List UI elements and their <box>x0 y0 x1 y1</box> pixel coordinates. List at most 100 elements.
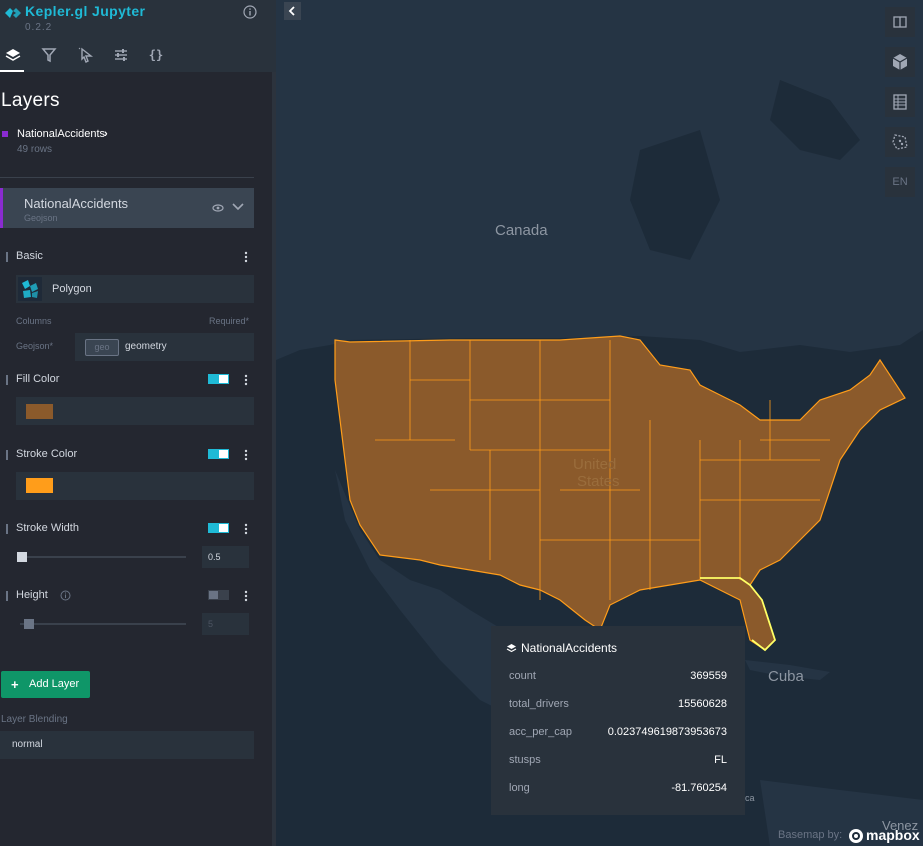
draw-polygon-button[interactable] <box>885 127 915 157</box>
mapbox-logo[interactable]: mapbox <box>848 827 920 845</box>
dataset-row-count: 49 rows <box>17 144 53 155</box>
collapse-panel-button[interactable] <box>284 2 301 20</box>
layer-blending-select[interactable]: normal <box>0 731 254 759</box>
side-panel: Kepler.gl Jupyter 0.2.2 {} <box>0 0 276 846</box>
section-marker <box>6 591 8 601</box>
stroke-width-slider-track[interactable] <box>20 556 186 558</box>
height-slider-track[interactable] <box>20 623 186 625</box>
tooltip-title: NationalAccidents <box>521 641 618 655</box>
section-marker <box>6 375 8 385</box>
required-label: Required* <box>209 316 250 326</box>
layer-type-select[interactable] <box>16 275 254 303</box>
active-tab-indicator <box>0 70 24 72</box>
layer-type-value: Polygon <box>52 283 92 295</box>
split-map-icon <box>893 16 907 28</box>
basic-section-title: Basic <box>16 250 43 262</box>
north-america-landmass <box>276 0 923 360</box>
kebab-menu-icon[interactable] <box>242 373 250 387</box>
kebab-menu-icon[interactable] <box>242 589 250 603</box>
interactions-tab-icon[interactable] <box>77 46 95 64</box>
layer-blending-label: Layer Blending <box>1 714 68 725</box>
stroke-color-swatch[interactable] <box>26 478 53 493</box>
columns-label: Columns <box>16 316 52 326</box>
side-panel-header: Kepler.gl Jupyter 0.2.2 {} <box>0 0 276 72</box>
tooltip-value: -81.760254 <box>671 782 727 794</box>
fill-color-swatch[interactable] <box>26 404 53 419</box>
info-icon[interactable] <box>243 5 257 19</box>
kebab-menu-icon[interactable] <box>242 250 250 264</box>
mapbox-wordmark: mapbox <box>866 827 920 843</box>
geojson-column-select[interactable]: geo geometry <box>75 333 254 361</box>
divider <box>0 177 254 178</box>
hudson-bay <box>630 130 720 260</box>
map-label-venez: Venez <box>882 818 919 833</box>
split-map-button[interactable] <box>885 7 915 37</box>
svg-text:{}: {} <box>149 48 163 62</box>
draw-polygon-icon <box>892 134 908 150</box>
layer-panel-header[interactable]: NationalAccidents Geojson <box>0 188 254 228</box>
height-title: Height <box>16 589 48 601</box>
kebab-menu-icon[interactable] <box>242 522 250 536</box>
tooltip-key: total_drivers <box>509 698 569 710</box>
side-panel-scrollbar[interactable] <box>272 72 276 846</box>
app-title: Kepler.gl Jupyter <box>25 3 146 19</box>
3d-map-icon <box>892 54 908 70</box>
tooltip-key: count <box>509 670 536 682</box>
stroke-width-slider-handle[interactable] <box>17 552 27 562</box>
stroke-color-title: Stroke Color <box>16 448 78 460</box>
geojson-column-label: Geojson* <box>16 341 54 351</box>
tooltip-row: total_drivers 15560628 <box>509 698 727 714</box>
chevron-left-icon <box>288 6 295 16</box>
section-marker <box>6 450 8 460</box>
language-button[interactable]: EN <box>885 167 915 197</box>
tooltip-key: acc_per_cap <box>509 726 572 738</box>
height-toggle[interactable] <box>208 590 229 600</box>
dataset-color-swatch <box>2 131 8 137</box>
map-label-united: United <box>573 456 617 473</box>
app-version: 0.2.2 <box>25 22 53 33</box>
stroke-width-title: Stroke Width <box>16 522 79 534</box>
tooltip-key: long <box>509 782 530 794</box>
add-layer-button[interactable]: + Add Layer <box>1 671 90 698</box>
info-icon[interactable] <box>60 590 71 601</box>
basemap-attribution-label: Basemap by: <box>778 829 843 841</box>
chevron-down-icon[interactable] <box>231 200 245 214</box>
fill-color-toggle[interactable] <box>208 374 229 384</box>
config-tab-icon[interactable]: {} <box>147 46 165 64</box>
tooltip-row: stusps FL <box>509 754 727 770</box>
height-input[interactable]: 5 <box>202 613 249 635</box>
section-marker <box>6 252 8 262</box>
map-label-cuba: Cuba <box>768 668 804 685</box>
geojson-column-value: geometry <box>125 341 167 352</box>
stroke-color-picker[interactable] <box>16 472 254 500</box>
fill-color-picker[interactable] <box>16 397 254 425</box>
layers-icon <box>506 644 517 653</box>
greenland-lakes <box>770 80 860 160</box>
kebab-menu-icon[interactable] <box>242 448 250 462</box>
south-america-landmass <box>760 780 923 846</box>
chevron-right-icon[interactable]: › <box>104 128 108 140</box>
dataset-name-link[interactable]: NationalAccidents <box>17 128 106 140</box>
layers-tab-icon[interactable] <box>4 46 22 64</box>
tooltip-row: long -81.760254 <box>509 782 727 798</box>
field-type-tag: geo <box>85 339 119 356</box>
tooltip-value: 0.023749619873953673 <box>607 726 727 738</box>
filters-tab-icon[interactable] <box>40 46 58 64</box>
tooltip-row: count 369559 <box>509 670 727 686</box>
mapbox-logo-icon <box>849 829 863 843</box>
eye-icon[interactable] <box>211 201 225 215</box>
stroke-width-input[interactable]: 0.5 <box>202 546 249 568</box>
layer-name[interactable]: NationalAccidents <box>24 196 129 211</box>
layer-blending-value: normal <box>12 739 43 750</box>
panel-title: Layers <box>1 90 60 111</box>
legend-button[interactable] <box>885 87 915 117</box>
height-slider-handle[interactable] <box>24 619 34 629</box>
map-label-states: States <box>577 473 620 490</box>
tooltip-key: stusps <box>509 754 541 766</box>
stroke-width-toggle[interactable] <box>208 523 229 533</box>
tooltip-value: 15560628 <box>678 698 727 710</box>
3d-map-button[interactable] <box>885 47 915 77</box>
basemap-tab-icon[interactable] <box>112 46 130 64</box>
stroke-color-toggle[interactable] <box>208 449 229 459</box>
polygon-layer-icon <box>18 277 42 301</box>
